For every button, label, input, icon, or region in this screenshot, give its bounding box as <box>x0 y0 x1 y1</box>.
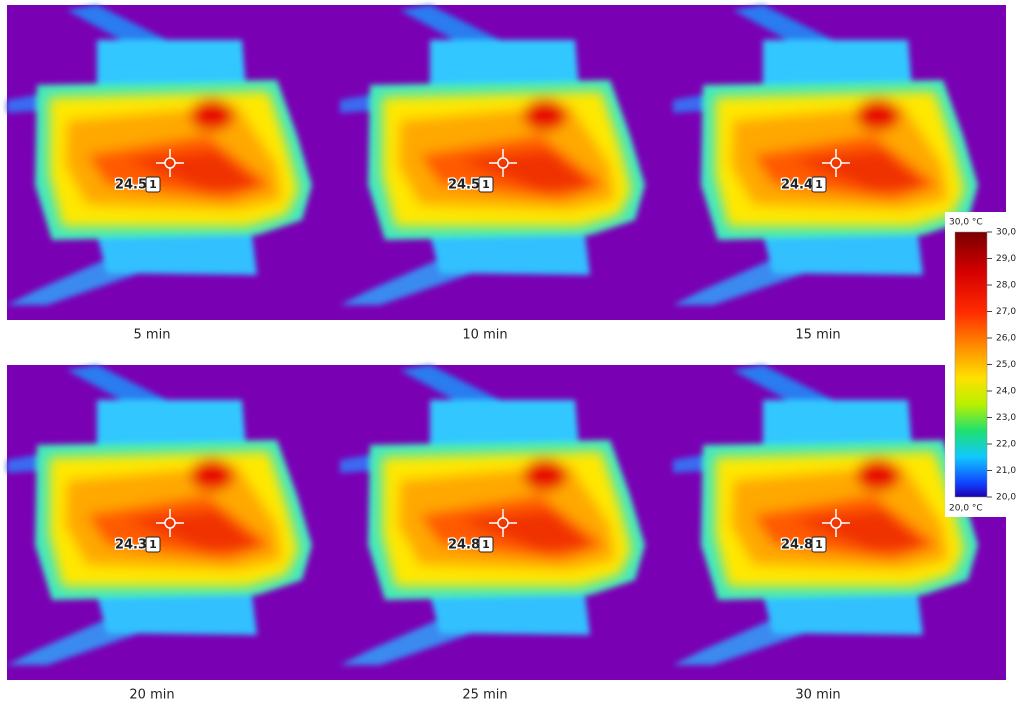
colorbar-tick-label: 22,0 <box>996 440 1016 450</box>
thermal-panel: 24.4 1 <box>673 5 1006 320</box>
panel-caption: 20 min <box>129 688 174 703</box>
colorbar-tick-label: 20,0 <box>996 493 1016 503</box>
panel-caption: 5 min <box>134 328 171 343</box>
spot-id: 1 <box>482 538 490 551</box>
thermal-panel: 24.3 1 <box>7 365 340 680</box>
spot-id-box <box>478 536 494 553</box>
spot-id-box <box>811 536 827 553</box>
spot-value: 24.3 <box>115 538 147 553</box>
spot-id-box <box>145 176 161 193</box>
spot-value: 24.5 <box>448 178 480 193</box>
colorbar-min: 20,0 °C <box>949 504 983 514</box>
crosshair <box>489 149 517 177</box>
spot-id: 1 <box>815 538 823 551</box>
crosshair <box>156 509 184 537</box>
crosshair <box>489 509 517 537</box>
spot-id-box <box>478 176 494 193</box>
colorbar-tick-label: 27,0 <box>996 307 1016 317</box>
thermal-panel: 24.8 1 <box>340 365 673 680</box>
thermal-panel: 24.5 1 <box>7 5 340 320</box>
panel-caption: 15 min <box>795 328 840 343</box>
spot-value: 24.4 <box>781 178 813 193</box>
thermal-panel: 24.8 1 <box>673 365 1006 680</box>
colorbar-tick-label: 23,0 <box>996 413 1016 423</box>
spot-value: 24.5 <box>115 178 147 193</box>
colorbar-tick-label: 24,0 <box>996 387 1016 397</box>
spot-id-box <box>811 176 827 193</box>
spot-id-box <box>145 536 161 553</box>
colorbar-tick-label: 30,0 <box>996 228 1016 238</box>
colorbar-tick-label: 29,0 <box>996 254 1016 264</box>
crosshair <box>822 509 850 537</box>
spot-id: 1 <box>149 538 157 551</box>
colorbar-tick-label: 26,0 <box>996 334 1016 344</box>
spot-value: 24.8 <box>781 538 813 553</box>
thermal-image <box>7 365 340 680</box>
spot-id: 1 <box>815 178 823 191</box>
spot-id: 1 <box>482 178 490 191</box>
spot-id: 1 <box>149 178 157 191</box>
panel-caption: 10 min <box>462 328 507 343</box>
colorbar-tick-label: 28,0 <box>996 281 1016 291</box>
colorbar-tick-label: 25,0 <box>996 360 1016 370</box>
panel-caption: 30 min <box>795 688 840 703</box>
colorbar <box>954 231 988 498</box>
crosshair <box>156 149 184 177</box>
thermal-image <box>340 5 673 320</box>
panel-caption: 25 min <box>462 688 507 703</box>
spot-value: 24.8 <box>448 538 480 553</box>
colorbar-tick-label: 21,0 <box>996 466 1016 476</box>
crosshair <box>822 149 850 177</box>
thermal-image <box>340 365 673 680</box>
thermal-image <box>7 5 340 320</box>
colorbar-max: 30,0 °C <box>949 218 983 228</box>
thermal-panel: 24.5 1 <box>340 5 673 320</box>
